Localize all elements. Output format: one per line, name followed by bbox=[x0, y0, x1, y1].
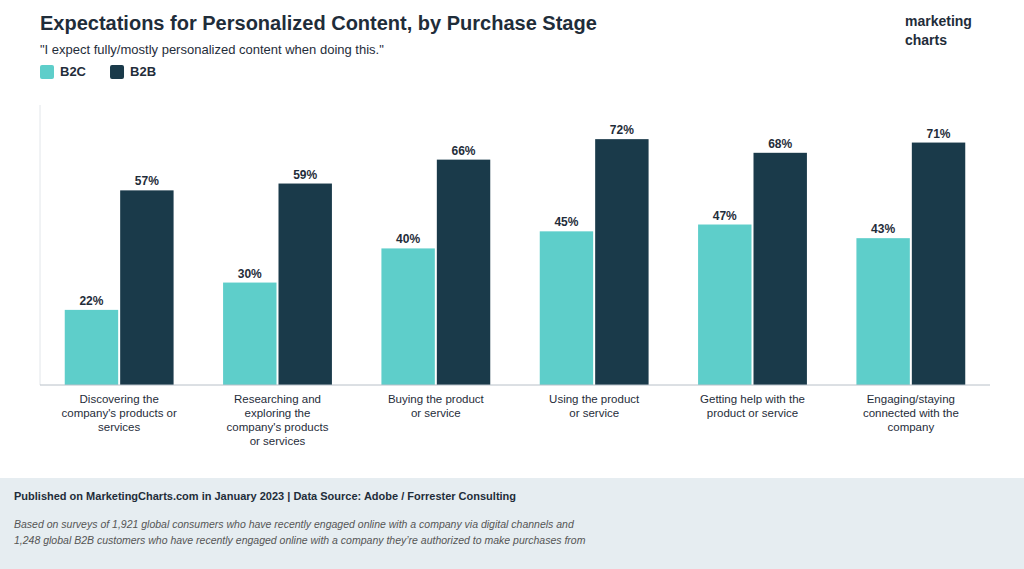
x-tick-label: Engaging/staying connected with the compan… bbox=[863, 393, 959, 433]
bars bbox=[65, 139, 966, 385]
text-line: Buying the product bbox=[388, 393, 485, 405]
text-line: company bbox=[887, 421, 934, 433]
footer-source: Published on MarketingCharts.com in Janu… bbox=[14, 490, 516, 502]
text-line: product or service bbox=[707, 407, 798, 419]
bar bbox=[754, 153, 807, 385]
title: Expectations for Personalized Content, b… bbox=[40, 12, 597, 34]
data-label: 47% bbox=[713, 209, 737, 223]
bar bbox=[223, 283, 276, 385]
bar bbox=[540, 231, 593, 385]
footer-note: Based on surveys of 1,921 global consume… bbox=[14, 518, 586, 546]
text-line: connected with the bbox=[863, 407, 959, 419]
data-label: 40% bbox=[396, 232, 420, 246]
x-tick-label: Discovering the company's products or serv… bbox=[61, 393, 177, 433]
text-line: Based on surveys of 1,921 global consume… bbox=[14, 518, 575, 530]
text-line: company's products or bbox=[61, 407, 177, 419]
y-axis-line bbox=[40, 105, 41, 385]
subtitle: "I expect fully/mostly personalized cont… bbox=[40, 42, 384, 57]
x-tick-label: Getting help with the product or service bbox=[700, 393, 805, 419]
legend-swatch bbox=[40, 65, 54, 79]
text-line: marketing bbox=[905, 13, 972, 29]
legend-label: B2B bbox=[130, 64, 156, 79]
text-line: or service bbox=[411, 407, 461, 419]
legend: B2C B2B bbox=[40, 64, 156, 79]
data-label: 57% bbox=[135, 174, 159, 188]
bar bbox=[595, 139, 648, 385]
bar bbox=[381, 248, 434, 385]
text-line: Using the product bbox=[549, 393, 640, 405]
legend-swatch bbox=[110, 65, 124, 79]
bar bbox=[279, 184, 332, 385]
bar bbox=[912, 143, 965, 385]
text-line: or service bbox=[569, 407, 619, 419]
text-line: Discovering the bbox=[80, 393, 159, 405]
text-line: Published on MarketingCharts.com in Janu… bbox=[14, 490, 516, 502]
data-label: 72% bbox=[610, 123, 634, 137]
chart-root: Expectations for Personalized Content, b… bbox=[0, 0, 1024, 569]
text-line: 1,248 global B2B customers who have rece… bbox=[14, 534, 586, 546]
data-label: 22% bbox=[79, 294, 103, 308]
x-tick-label: Buying the product or service bbox=[388, 393, 485, 419]
text-line: Getting help with the bbox=[700, 393, 805, 405]
bar bbox=[437, 160, 490, 385]
data-label: 30% bbox=[238, 267, 262, 281]
x-axis-line bbox=[40, 385, 990, 386]
bar bbox=[65, 310, 118, 385]
data-label: 71% bbox=[927, 127, 951, 141]
data-label: 45% bbox=[554, 215, 578, 229]
bar bbox=[856, 238, 909, 385]
text-line: services bbox=[98, 421, 140, 433]
bar bbox=[698, 225, 751, 385]
text-line: Researching and bbox=[234, 393, 321, 405]
x-tick-label: Using the product or service bbox=[549, 393, 640, 419]
background bbox=[0, 0, 1024, 569]
x-tick-labels: Discovering the company's products or serv… bbox=[61, 393, 958, 447]
data-label: 68% bbox=[768, 137, 792, 151]
data-label: 59% bbox=[293, 168, 317, 182]
text-line: Engaging/staying bbox=[867, 393, 955, 405]
legend-label: B2C bbox=[60, 64, 87, 79]
data-labels: 22% 30% 40% 45% 47% 43% 57% 59% 66% 72% 68% 71% bbox=[79, 123, 950, 308]
text-line: company's products bbox=[227, 421, 329, 433]
text-line: or services bbox=[250, 435, 306, 447]
data-label: 66% bbox=[452, 144, 476, 158]
bar bbox=[120, 190, 173, 385]
x-tick-label: Researching and exploring the company's pr… bbox=[227, 393, 329, 447]
footer-background bbox=[0, 478, 1024, 569]
text-line: exploring the bbox=[245, 407, 311, 419]
text-line: charts bbox=[905, 32, 947, 48]
brand-text: marketing charts bbox=[905, 13, 972, 48]
data-label: 43% bbox=[871, 222, 895, 236]
